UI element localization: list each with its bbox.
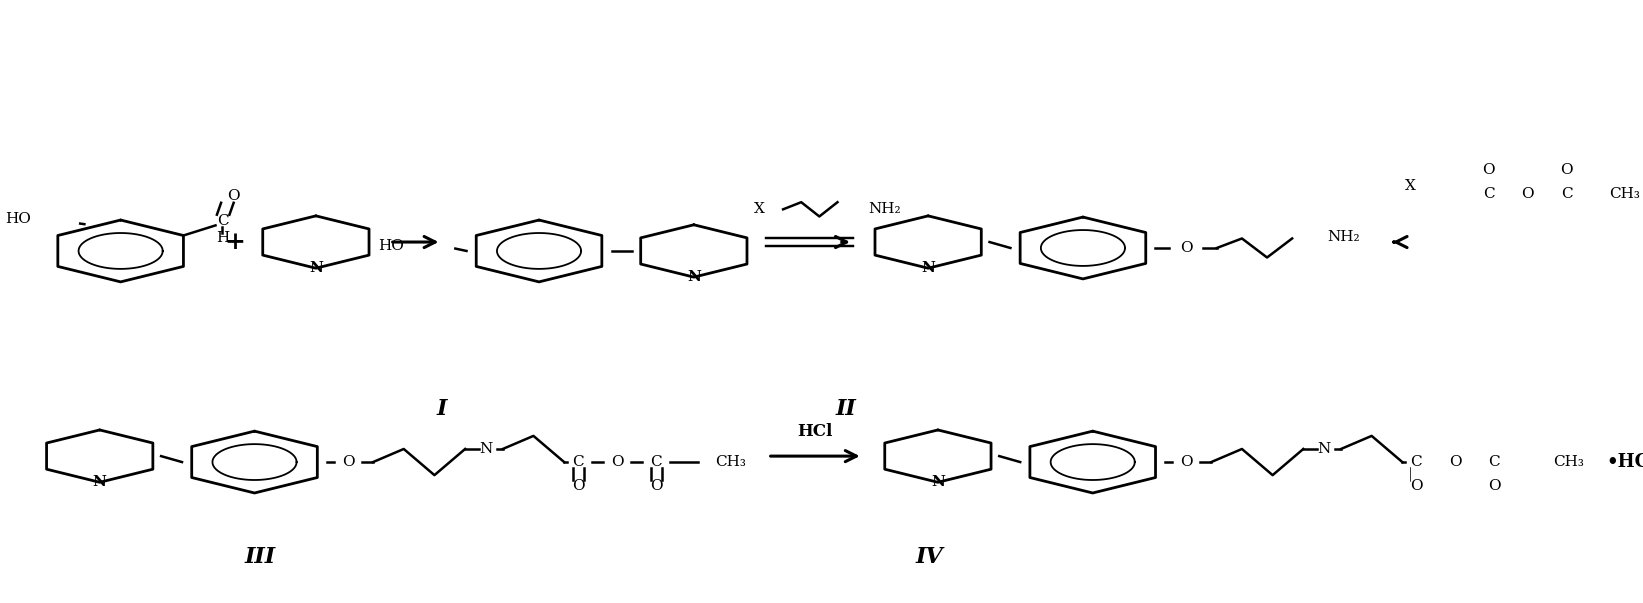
Text: O: O bbox=[342, 455, 355, 469]
Text: O: O bbox=[1180, 455, 1193, 469]
Text: H: H bbox=[215, 232, 228, 245]
Text: N: N bbox=[932, 475, 945, 489]
Text: O: O bbox=[1180, 241, 1193, 255]
Text: HO: HO bbox=[5, 212, 31, 226]
Text: O: O bbox=[611, 455, 623, 469]
Text: X: X bbox=[754, 203, 766, 216]
Text: N: N bbox=[480, 442, 493, 456]
Text: O: O bbox=[1489, 479, 1500, 493]
Text: O: O bbox=[1449, 455, 1462, 469]
Text: II: II bbox=[836, 397, 856, 420]
Text: I: I bbox=[437, 397, 447, 420]
Text: C: C bbox=[1484, 187, 1495, 201]
Text: O: O bbox=[1521, 187, 1535, 201]
Text: C: C bbox=[1561, 187, 1572, 201]
Text: N: N bbox=[92, 475, 107, 489]
Text: HCl: HCl bbox=[797, 423, 833, 440]
Text: O: O bbox=[651, 479, 662, 493]
Text: C: C bbox=[1410, 455, 1423, 469]
Text: CH₃: CH₃ bbox=[715, 455, 746, 469]
Text: O: O bbox=[572, 479, 585, 493]
Text: C: C bbox=[651, 455, 662, 469]
Text: CH₃: CH₃ bbox=[1553, 455, 1584, 469]
Text: +: + bbox=[225, 230, 245, 254]
Text: X: X bbox=[1405, 178, 1416, 192]
Text: N: N bbox=[1318, 442, 1331, 456]
Text: C: C bbox=[217, 213, 228, 227]
Text: HO: HO bbox=[378, 239, 404, 253]
Text: C: C bbox=[1489, 455, 1500, 469]
Text: O: O bbox=[1410, 479, 1423, 493]
Text: •HCl: •HCl bbox=[1605, 453, 1643, 471]
Text: N: N bbox=[309, 261, 322, 275]
Text: N: N bbox=[922, 261, 935, 275]
Text: O: O bbox=[1561, 163, 1574, 177]
Text: III: III bbox=[245, 546, 276, 568]
Text: NH₂: NH₂ bbox=[1328, 230, 1360, 244]
Text: IV: IV bbox=[915, 546, 943, 568]
Text: O: O bbox=[227, 189, 240, 203]
Text: N: N bbox=[687, 270, 702, 284]
Text: CH₃: CH₃ bbox=[1608, 187, 1640, 201]
Text: O: O bbox=[1482, 163, 1495, 177]
Text: C: C bbox=[572, 455, 583, 469]
Text: NH₂: NH₂ bbox=[868, 203, 900, 216]
